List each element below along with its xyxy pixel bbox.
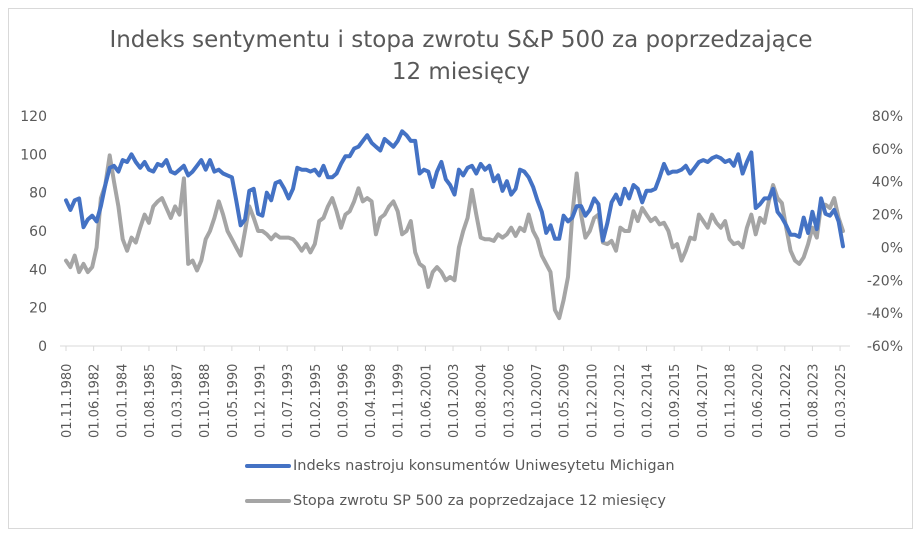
y-right-tick-label: -40% bbox=[867, 306, 903, 322]
chart-frame bbox=[8, 8, 913, 529]
x-tick-label: 01.08.1985 bbox=[143, 364, 158, 438]
x-tick-label: 01.04.1998 bbox=[364, 364, 379, 438]
y-right-tick-label: 40% bbox=[872, 175, 903, 191]
y-right-tick-label: 0% bbox=[881, 240, 903, 256]
x-tick-label: 01.12.2010 bbox=[585, 364, 600, 438]
y-right-tick-label: 60% bbox=[872, 142, 903, 158]
y-left-tick-label: 80 bbox=[29, 186, 47, 202]
legend-item-sp500-return: Stopa zwrotu SP 500 za poprzedzajace 12 … bbox=[245, 493, 666, 509]
chart-title: Indeks sentymentu i stopa zwrotu S&P 500… bbox=[0, 24, 922, 88]
x-tick-label: 01.03.2025 bbox=[834, 364, 849, 438]
x-tick-label: 01.09.2015 bbox=[668, 364, 683, 438]
x-tick-label: 01.01.2022 bbox=[779, 364, 794, 438]
series-line-sentiment bbox=[64, 129, 845, 249]
x-tick-label: 01.06.2001 bbox=[419, 364, 434, 438]
x-tick-label: 01.04.2017 bbox=[696, 364, 711, 438]
y-left-tick-label: 40 bbox=[29, 262, 47, 278]
legend-label-sentiment: Indeks nastroju konsumentów Uniwesytetu … bbox=[293, 458, 675, 474]
x-tick-label: 01.11.2018 bbox=[723, 364, 738, 438]
series-line-sp500-return bbox=[64, 153, 845, 321]
x-tick-label: 01.11.1999 bbox=[392, 364, 407, 438]
x-tick-label: 01.11.1980 bbox=[60, 364, 75, 438]
legend-swatch-gray bbox=[245, 499, 291, 503]
y-left-tick-label: 120 bbox=[20, 109, 47, 125]
x-tick-label: 01.12.1991 bbox=[254, 364, 269, 438]
y-right-tick-label: 20% bbox=[872, 208, 903, 224]
y-left-tick-label: 20 bbox=[29, 301, 47, 317]
legend-item-sentiment: Indeks nastroju konsumentów Uniwesytetu … bbox=[245, 458, 675, 474]
y-right-tick-label: -20% bbox=[867, 273, 903, 289]
x-tick-label: 01.01.2003 bbox=[447, 364, 462, 438]
chart-title-line-2: 12 miesięcy bbox=[391, 59, 531, 85]
legend-label-sp500-return: Stopa zwrotu SP 500 za poprzedzajace 12 … bbox=[293, 493, 666, 509]
x-tick-label: 01.03.1987 bbox=[171, 364, 186, 438]
x-tick-label: 01.07.1993 bbox=[281, 364, 296, 438]
x-tick-label: 01.07.2012 bbox=[613, 364, 628, 438]
x-tick-label: 01.05.2009 bbox=[558, 364, 573, 438]
x-tick-label: 01.09.1996 bbox=[336, 364, 351, 438]
x-tick-label: 01.10.1988 bbox=[198, 364, 213, 438]
x-tick-label: 01.06.1982 bbox=[88, 364, 103, 438]
y-right-tick-label: 80% bbox=[872, 109, 903, 125]
y-left-tick-label: 0 bbox=[38, 339, 47, 355]
y-left-tick-label: 60 bbox=[29, 224, 47, 240]
x-tick-label: 01.03.2006 bbox=[502, 364, 517, 438]
chart-title-line-1: Indeks sentymentu i stopa zwrotu S&P 500… bbox=[109, 27, 813, 53]
x-tick-label: 01.06.2020 bbox=[751, 364, 766, 438]
x-tick-label: 01.08.2004 bbox=[475, 364, 490, 438]
legend-swatch-blue bbox=[245, 464, 291, 468]
y-right-tick-label: -60% bbox=[867, 339, 903, 355]
x-tick-label: 01.05.1990 bbox=[226, 364, 241, 438]
x-tick-label: 01.08.2023 bbox=[806, 364, 821, 438]
x-tick-label: 01.01.1984 bbox=[115, 364, 130, 438]
x-tick-label: 01.02.2014 bbox=[641, 364, 656, 438]
x-tick-label: 01.10.2007 bbox=[530, 364, 545, 438]
y-left-tick-label: 100 bbox=[20, 147, 47, 163]
x-tick-label: 01.02.1995 bbox=[309, 364, 324, 438]
